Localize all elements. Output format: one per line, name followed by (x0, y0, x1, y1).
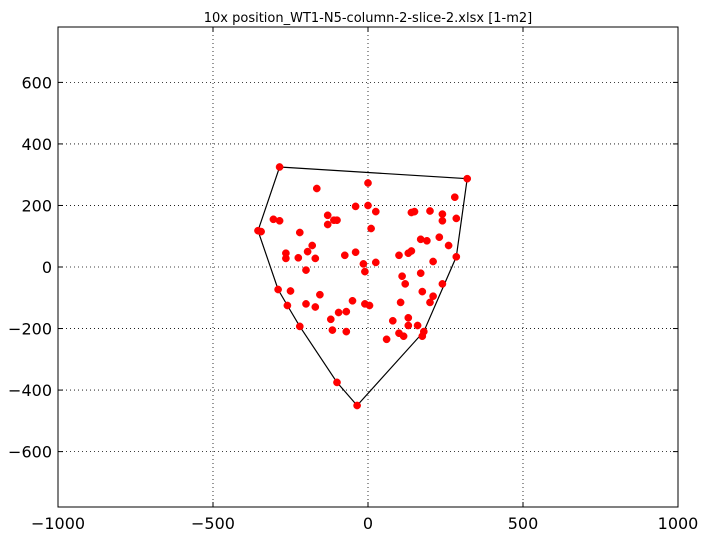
data-point (342, 307, 351, 316)
y-tick-label: −600 (8, 443, 52, 462)
data-point (283, 301, 292, 310)
data-point (452, 252, 461, 261)
data-point (323, 211, 332, 220)
data-point (364, 179, 372, 187)
data-point (312, 184, 321, 193)
data-point (407, 208, 416, 217)
axis-ticks (57, 27, 679, 507)
y-tick-label: 0 (42, 258, 52, 277)
data-point (295, 228, 304, 237)
x-tick-label: 1000 (658, 514, 699, 533)
chart-title: 10x position_WT1-N5-column-2-slice-2.xls… (204, 11, 533, 26)
data-point (365, 301, 374, 310)
data-point (294, 253, 303, 262)
data-point (429, 292, 437, 301)
data-point (333, 216, 341, 225)
data-point (371, 207, 380, 216)
x-tick-label: −1000 (31, 514, 85, 533)
data-point (333, 378, 341, 387)
y-tick-label: 400 (21, 135, 52, 154)
data-point (382, 335, 391, 344)
data-point (418, 287, 427, 296)
data-point (438, 280, 447, 288)
data-point (359, 260, 368, 268)
data-point (340, 251, 349, 260)
data-point (426, 207, 434, 215)
data-point (302, 300, 310, 308)
data-point (416, 269, 425, 278)
data-point (404, 249, 413, 258)
data-point (452, 214, 461, 223)
x-tick-labels: −1000 −500 0 500 1000 (31, 514, 698, 533)
data-point (388, 316, 397, 325)
x-tick-label: 500 (508, 514, 539, 533)
x-tick-label: 0 (363, 514, 373, 533)
data-point (396, 298, 405, 307)
data-point (328, 326, 337, 334)
data-point (353, 401, 361, 410)
data-point (257, 227, 265, 236)
data-point (429, 257, 437, 266)
data-point (316, 290, 324, 299)
convex-hull (257, 166, 468, 407)
data-point (423, 236, 431, 245)
data-point (419, 327, 428, 336)
hull-polygon (257, 166, 468, 407)
data-point (311, 254, 320, 263)
data-point (438, 216, 447, 225)
y-tick-label: −400 (8, 381, 52, 400)
data-point (311, 303, 320, 311)
data-point (275, 216, 284, 225)
data-point (399, 332, 408, 341)
data-point (371, 258, 380, 267)
data-point (413, 321, 422, 330)
data-point (364, 201, 372, 210)
data-point (404, 321, 413, 330)
y-tick-label: 200 (21, 196, 52, 215)
x-tick-label: −500 (191, 514, 235, 533)
data-point (361, 267, 369, 276)
data-point (334, 308, 343, 317)
data-point (367, 224, 375, 233)
data-point (282, 254, 290, 263)
data-point (351, 202, 360, 211)
y-tick-label: 600 (21, 73, 52, 92)
data-point (302, 266, 310, 274)
data-point (395, 251, 403, 260)
data-point (351, 248, 360, 257)
data-point (303, 247, 312, 256)
data-point (308, 241, 317, 250)
data-point (426, 298, 434, 307)
data-point (404, 313, 413, 322)
data-point (295, 322, 304, 331)
data-points (254, 163, 472, 410)
data-point (463, 174, 472, 183)
data-point (435, 233, 444, 242)
data-point (348, 296, 357, 305)
y-tick-label: −200 (8, 320, 52, 339)
grid-lines (58, 27, 678, 507)
data-point (450, 193, 459, 202)
data-point (342, 327, 351, 336)
data-point (401, 280, 410, 288)
y-tick-labels: −600 −400 −200 0 200 400 600 (8, 73, 52, 461)
data-point (438, 210, 447, 218)
data-point (444, 241, 453, 250)
data-point (275, 163, 284, 171)
data-point (274, 285, 282, 294)
data-point (323, 220, 332, 229)
data-point (286, 287, 295, 295)
data-point (326, 315, 335, 324)
data-point (398, 272, 406, 281)
